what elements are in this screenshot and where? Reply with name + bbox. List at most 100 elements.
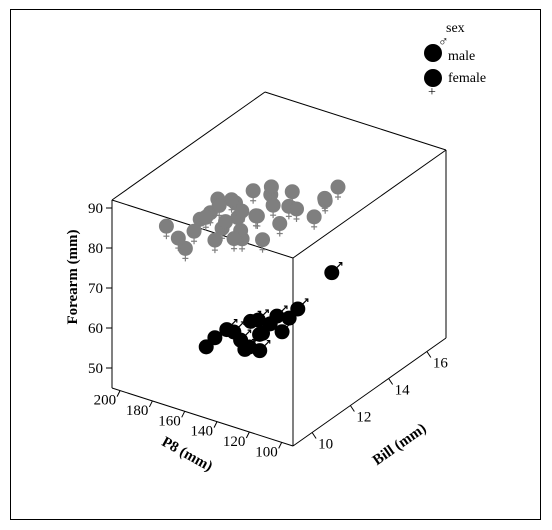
male-symbol xyxy=(336,262,343,269)
female-point xyxy=(263,179,279,200)
y-tick xyxy=(213,421,218,428)
point-marker xyxy=(158,218,174,234)
male-symbol-arrow xyxy=(265,309,269,313)
y-tick xyxy=(148,400,153,408)
x-tick-label: 14 xyxy=(395,383,411,399)
chart-frame xyxy=(10,9,541,520)
point-marker xyxy=(252,326,268,342)
z-tick-label: 60 xyxy=(88,321,103,337)
cube-edge xyxy=(292,149,447,259)
male-point xyxy=(252,323,271,342)
y-tick xyxy=(116,390,121,397)
female-point xyxy=(198,209,214,231)
cube-edge xyxy=(264,91,447,151)
point-marker xyxy=(324,265,340,281)
data-points xyxy=(158,179,346,359)
male-point xyxy=(226,321,245,340)
female-point xyxy=(248,208,264,229)
male-symbol-arrow xyxy=(304,298,309,302)
female-point xyxy=(207,232,223,254)
female-point xyxy=(306,209,322,230)
point-marker xyxy=(224,192,240,208)
x-tick-label: 12 xyxy=(356,410,371,426)
point-marker xyxy=(211,197,227,213)
male-symbol xyxy=(238,321,245,328)
x-tick xyxy=(388,378,394,385)
legend-label-male: male xyxy=(448,49,475,64)
y-tick xyxy=(245,431,250,439)
legend-marker-male xyxy=(424,44,442,62)
cube-edge xyxy=(111,91,266,201)
point-marker xyxy=(284,184,300,200)
point-marker xyxy=(186,223,202,239)
point-marker xyxy=(218,214,234,230)
male-symbol xyxy=(231,319,238,326)
male-symbol-arrow xyxy=(213,336,217,340)
legend: sex ♂ male + female xyxy=(424,21,486,100)
male-symbol-arrow xyxy=(266,323,271,328)
legend-marker-glyph-female: + xyxy=(428,85,436,100)
male-symbol-arrow xyxy=(233,319,238,323)
male-point xyxy=(269,305,288,324)
female-point xyxy=(272,216,288,237)
point-marker xyxy=(250,312,266,328)
female-point xyxy=(158,218,174,240)
female-point xyxy=(226,231,242,252)
male-symbol-arrow xyxy=(240,321,245,325)
x-tick-label: 10 xyxy=(318,437,333,453)
male-symbol-arrow xyxy=(266,340,271,344)
male-symbol-arrow xyxy=(221,327,226,331)
legend-marker-female xyxy=(424,69,442,87)
female-point xyxy=(284,184,300,205)
z-axis-title: Forearm (mm) xyxy=(65,229,81,324)
male-symbol xyxy=(262,309,269,316)
point-marker xyxy=(170,230,186,246)
y-tick-label: 160 xyxy=(158,413,181,429)
point-marker xyxy=(234,203,250,219)
point-marker xyxy=(330,179,346,195)
female-point xyxy=(211,197,227,219)
female-point xyxy=(218,214,234,235)
female-point xyxy=(224,192,240,213)
point-marker xyxy=(269,308,285,324)
x-axis-title: Bill (mm) xyxy=(370,421,429,469)
male-symbol-arrow xyxy=(283,305,288,310)
male-symbol xyxy=(264,323,271,330)
female-point xyxy=(234,203,250,225)
point-marker xyxy=(263,179,279,195)
point-marker xyxy=(226,324,242,340)
y-tick-label: 120 xyxy=(223,434,246,450)
male-point xyxy=(198,336,217,355)
legend-entry-female: + female xyxy=(424,69,486,100)
point-marker xyxy=(252,343,268,359)
female-point xyxy=(289,201,305,222)
male-symbol xyxy=(210,336,217,343)
y-tick-label: 140 xyxy=(191,424,214,440)
female-point xyxy=(245,183,261,204)
male-symbol-arrow xyxy=(247,329,252,334)
x-tick xyxy=(349,405,355,412)
x-tick xyxy=(426,351,432,358)
female-point xyxy=(317,190,333,212)
point-marker xyxy=(272,216,288,232)
point-marker xyxy=(226,231,242,247)
point-marker xyxy=(265,197,281,213)
y-tick-label: 100 xyxy=(255,444,278,460)
point-marker xyxy=(317,190,333,206)
point-marker xyxy=(207,232,223,248)
male-symbol xyxy=(264,340,271,347)
point-marker xyxy=(306,209,322,225)
x-tick xyxy=(311,432,317,439)
male-point xyxy=(252,340,271,359)
female-point xyxy=(186,223,202,245)
x-tick-label: 16 xyxy=(433,356,449,372)
female-point xyxy=(177,240,193,262)
axis-ticks: 50 60 70 80 90 100 120 140 160 180 200 10 12 14 16 xyxy=(88,201,448,460)
cube-frame xyxy=(111,91,447,447)
male-point xyxy=(290,298,309,317)
z-tick-label: 70 xyxy=(88,281,103,297)
point-marker xyxy=(289,201,305,217)
point-marker xyxy=(290,301,306,317)
y-tick xyxy=(278,442,283,449)
